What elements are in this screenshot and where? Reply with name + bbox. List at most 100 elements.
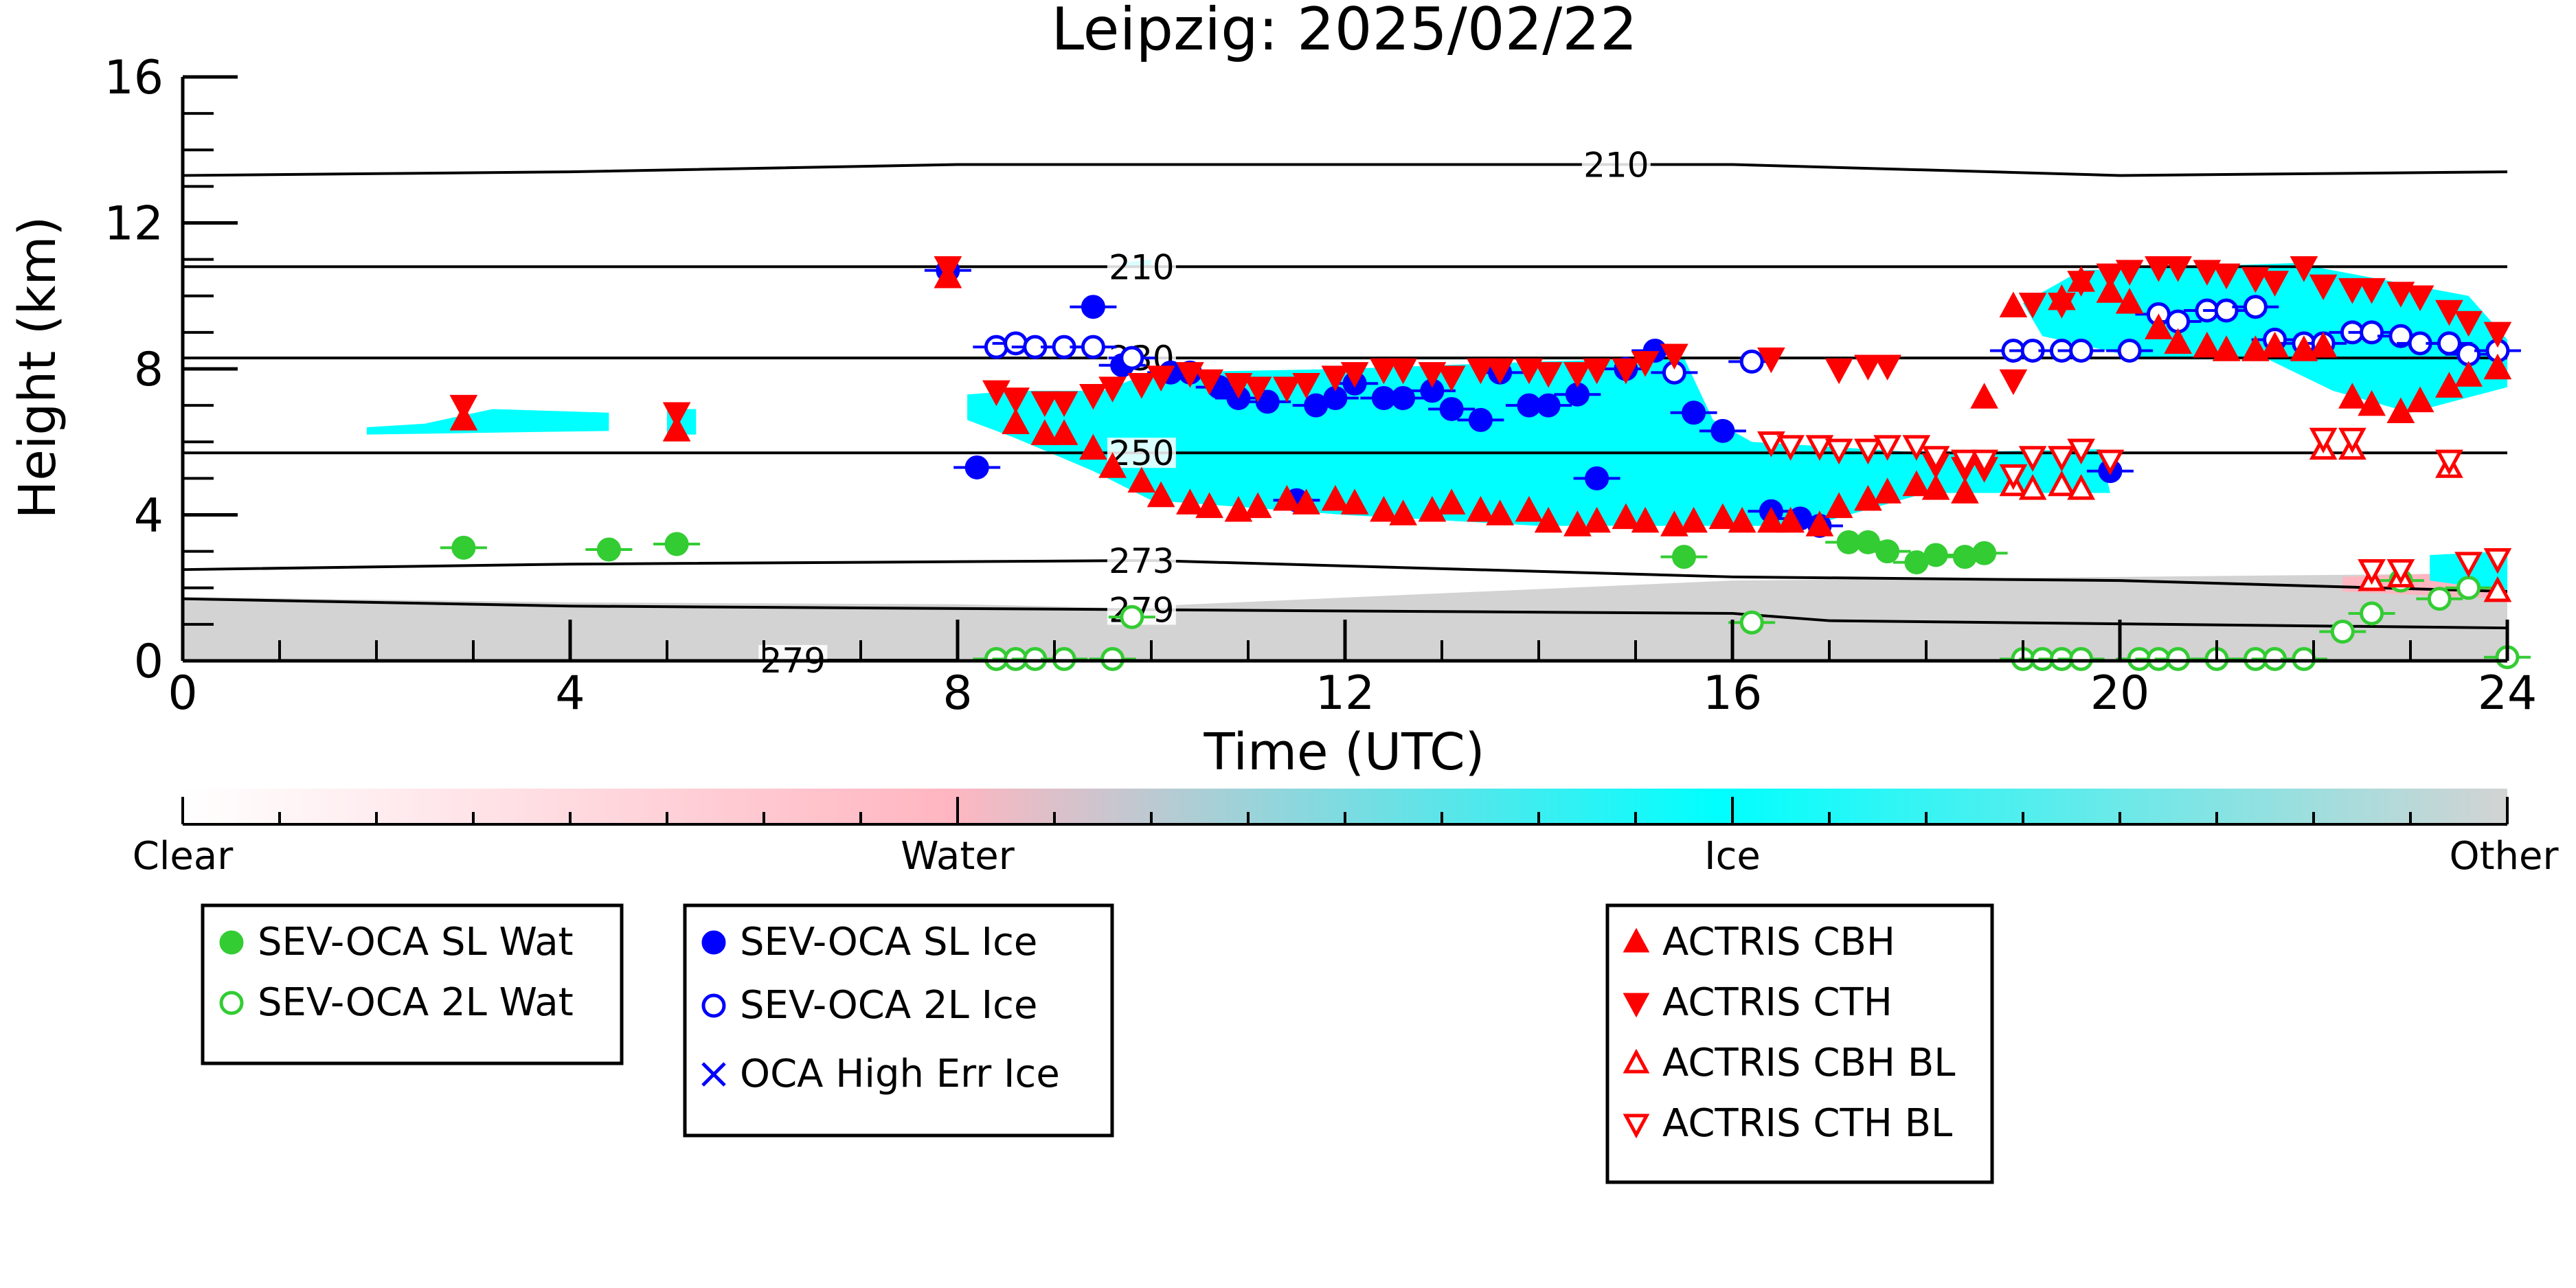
data-point	[2358, 558, 2386, 585]
x-tick-label: 24	[2478, 666, 2538, 721]
data-point	[1999, 464, 2028, 490]
data-point	[2212, 335, 2241, 361]
data-point	[2309, 274, 2338, 301]
legend-label: ACTRIS CTH BL	[1662, 1101, 1952, 1146]
data-point	[449, 394, 478, 421]
data-point	[1710, 418, 1735, 443]
contour-label-bg	[1107, 251, 1176, 282]
data-point	[1970, 449, 1998, 476]
data-point	[1776, 435, 1805, 461]
legend-label: OCA High Err Ice	[740, 1052, 1060, 1096]
legend-label: SEV-OCA 2L Ice	[740, 983, 1037, 1028]
data-point	[1292, 373, 1320, 399]
data-point	[1612, 503, 1640, 530]
legend-marker	[701, 930, 726, 955]
data-point	[2164, 328, 2192, 354]
data-point	[1321, 365, 1350, 392]
data-point	[2309, 427, 2338, 454]
data-point	[2386, 397, 2415, 423]
data-point	[1255, 389, 1280, 414]
data-point	[2483, 353, 2512, 380]
data-point	[1050, 391, 1078, 418]
data-point	[2358, 278, 2386, 304]
legend-marker	[701, 1062, 726, 1087]
data-point	[1273, 485, 1301, 511]
data-point	[2212, 263, 2241, 290]
data-point	[2261, 331, 2289, 358]
data-point	[1127, 373, 1156, 399]
legend-marker	[1623, 993, 1650, 1018]
data-point	[1999, 369, 2028, 396]
data-point	[1340, 362, 1369, 388]
x-tick-label: 8	[942, 666, 972, 721]
data-point	[1081, 335, 1105, 359]
data-point	[1757, 431, 1785, 457]
data-point	[1631, 351, 1660, 377]
data-point	[2096, 263, 2125, 290]
data-point	[1612, 358, 1640, 385]
data-point	[2048, 470, 2076, 497]
data-point	[1079, 383, 1107, 410]
data-point	[2338, 383, 2366, 409]
data-point	[1389, 358, 1417, 385]
data-point	[1757, 506, 1785, 533]
legend-label: ACTRIS CBH BL	[1662, 1041, 1955, 1085]
data-point	[1515, 495, 1544, 522]
data-point	[1873, 435, 1901, 461]
legend-frame	[683, 903, 1114, 1138]
data-point	[2115, 260, 2144, 286]
axes: 0 4 8 12 16 20 24 0 4 8 12 16	[104, 51, 2537, 721]
data-point	[2435, 372, 2463, 398]
data-point	[1120, 605, 1144, 629]
data-point	[1585, 466, 1609, 490]
data-point	[1873, 477, 1901, 504]
data-point	[2117, 338, 2142, 363]
data-point	[2454, 552, 2483, 578]
data-point	[2069, 338, 2094, 363]
data-point	[1340, 488, 1369, 515]
x-tick-label: 4	[555, 666, 585, 721]
data-point	[2406, 285, 2434, 311]
data-point	[1468, 407, 1493, 432]
data-point	[2214, 298, 2239, 323]
data-point	[1824, 358, 1853, 385]
data-point	[1631, 506, 1660, 533]
data-point	[2483, 321, 2512, 348]
data-point	[2338, 278, 2366, 304]
contour-line	[182, 597, 2508, 630]
data-point	[2067, 474, 2095, 500]
data-point	[1243, 492, 1272, 519]
legend-marker	[1623, 1114, 1650, 1139]
colorbar-ticks	[181, 797, 2509, 824]
data-point	[2292, 646, 2316, 671]
data-point	[1805, 435, 1834, 461]
data-point	[1855, 530, 1880, 554]
data-point	[2483, 576, 2512, 602]
y-tick-label: 8	[134, 343, 163, 397]
y-tick-label: 12	[104, 197, 163, 251]
data-point	[2018, 446, 2047, 472]
data-point	[1079, 433, 1107, 460]
x-tick-label: 16	[1703, 666, 1763, 721]
data-point	[1757, 347, 1785, 374]
data-point	[2261, 271, 2289, 297]
data-point	[1536, 393, 1561, 418]
data-point	[2241, 267, 2270, 293]
data-point	[2164, 256, 2192, 282]
chart-title: Leipzig: 2025/02/22	[1051, 0, 1637, 64]
data-point	[1292, 488, 1320, 515]
contour-label-bg	[1107, 438, 1176, 468]
legend-marker	[701, 993, 726, 1018]
data-point	[1952, 545, 1977, 569]
data-point	[1002, 408, 1030, 434]
data-point	[1370, 358, 1398, 385]
data-point	[1680, 506, 1708, 533]
contour-label-bg	[1581, 149, 1651, 180]
legend-frame	[201, 903, 624, 1065]
data-point	[1854, 354, 1882, 381]
data-point	[2018, 474, 2047, 500]
data-point	[1921, 474, 1950, 500]
data-point	[1951, 449, 1979, 476]
data-point	[1195, 492, 1223, 519]
